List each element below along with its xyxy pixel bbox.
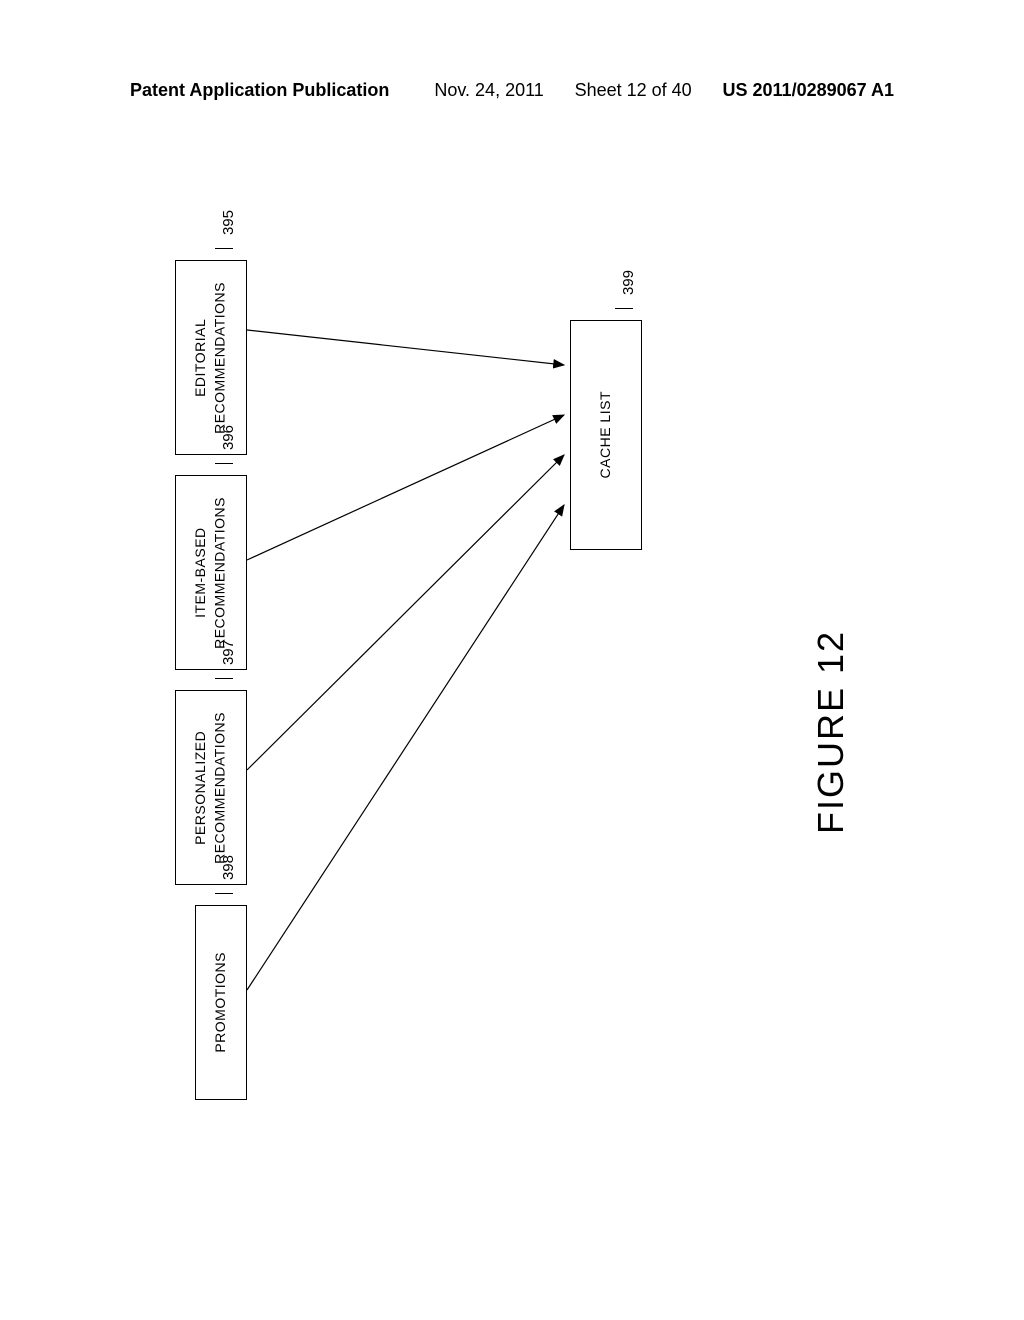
ref-promotions: 398 xyxy=(220,855,237,880)
box-label-itembased: ITEM-BASED RECOMMENDATIONS xyxy=(191,497,230,649)
page-header: Patent Application Publication Nov. 24, … xyxy=(0,80,1024,101)
ref-editorial: 395 xyxy=(220,210,237,235)
sheet-number: Sheet 12 of 40 xyxy=(575,80,692,101)
tick-editorial xyxy=(215,248,233,249)
ref-cache: 399 xyxy=(620,270,637,295)
diagram: EDITORIAL RECOMMENDATIONS 395 ITEM-BASED R… xyxy=(120,200,900,1000)
publication-date: Nov. 24, 2011 xyxy=(434,80,543,100)
box-label-cache: CACHE LIST xyxy=(596,391,616,478)
tick-promotions xyxy=(215,893,233,894)
tick-cache xyxy=(615,308,633,309)
ref-itembased: 396 xyxy=(220,425,237,450)
box-label-promotions: PROMOTIONS xyxy=(211,952,231,1053)
box-promotions: PROMOTIONS xyxy=(195,905,247,1100)
tick-itembased xyxy=(215,463,233,464)
ref-personalized: 397 xyxy=(220,640,237,665)
box-label-personalized: PERSONALIZED RECOMMENDATIONS xyxy=(191,712,230,864)
tick-personalized xyxy=(215,678,233,679)
publication-number: US 2011/0289067 A1 xyxy=(723,80,894,101)
figure-label: FIGURE 12 xyxy=(810,630,852,834)
publication-label: Patent Application Publication xyxy=(130,80,389,100)
box-cache: CACHE LIST xyxy=(570,320,642,550)
box-label-editorial: EDITORIAL RECOMMENDATIONS xyxy=(191,282,230,434)
